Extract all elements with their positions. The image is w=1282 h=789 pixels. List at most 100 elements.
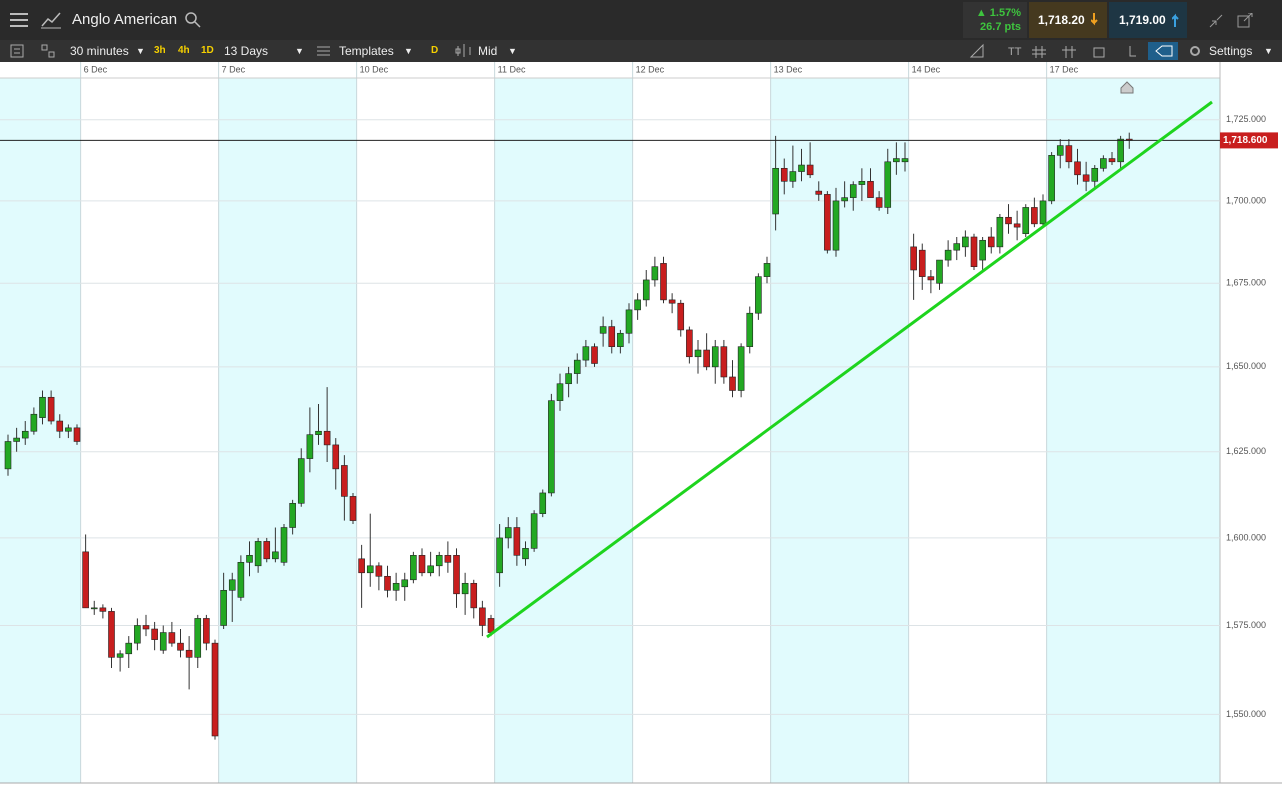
x-tick-label: 14 Dec [912,64,941,74]
instrument-name: Anglo American [72,11,178,28]
candle-body [979,239,986,261]
candle-body [875,197,883,208]
candle-body [608,326,616,347]
candle-body [384,575,391,591]
toolbar: 30 minutes ▼ 3h 4h 1D 13 Days ▼ Template… [0,40,1282,62]
candle-body [677,302,685,331]
candle-body [789,171,797,182]
settings[interactable]: Settings [1209,44,1253,58]
menu-icon[interactable] [10,12,30,28]
candle-body [263,541,271,560]
quick-1d[interactable]: 1D [201,45,214,56]
candle-body [297,458,305,504]
candle-body [168,632,176,644]
candle-body [56,420,64,432]
interval[interactable]: 30 minutes [70,44,129,58]
candle-body [470,582,478,609]
d-button[interactable]: D [431,45,439,56]
candle-body [867,181,874,198]
candle-body [108,611,115,658]
quick-4h[interactable]: 4h [178,45,190,56]
candle-body [177,642,184,651]
candle-body [410,555,417,581]
candle-body [927,276,935,281]
price-type[interactable]: Mid [478,44,498,58]
y-tick-label: 1,600.000 [1226,532,1266,542]
candle-body [1082,174,1090,182]
candle-body [203,618,210,644]
last-price-box [1220,132,1278,149]
toolbar-icons[interactable] [10,44,70,58]
candle-body [565,373,572,385]
candle-body [651,266,659,281]
candle-body [539,492,547,514]
candle-body [686,329,693,358]
buy-button[interactable]: 1,719.00 [1109,2,1187,38]
candle-body [487,618,495,633]
trend-line [486,100,1213,639]
candle-body [1031,207,1038,225]
candle-body [513,527,521,556]
x-tick-label: 17 Dec [1050,64,1079,74]
candle-body [668,299,676,304]
candle-body [435,555,443,567]
candle-body [573,359,581,374]
candle-body [116,653,124,658]
candle-body [228,579,236,591]
candle-body [755,276,762,314]
candle-body [780,167,788,182]
window-icons[interactable] [1208,13,1272,29]
candle-body [1100,158,1107,169]
candle-body [13,437,20,442]
candle-body [1013,223,1021,228]
candle-body [341,465,348,497]
y-tick-label: 1,550.000 [1226,709,1266,719]
candle-icon [455,44,471,57]
candle-body [375,565,383,577]
date-strip [0,62,1220,78]
candle-body [729,376,736,391]
candle-body [142,625,150,630]
candle-body [815,190,823,195]
settings-icon [1190,46,1200,56]
candle-body [918,249,926,277]
sell-button[interactable]: 1,718.20 [1029,2,1107,38]
templates[interactable]: Templates [339,44,394,58]
x-tick-label: 11 Dec [498,64,526,74]
y-tick-label: 1,675.000 [1226,278,1266,288]
candle-body [280,527,288,563]
candle-body [987,236,995,248]
candle-body [1022,207,1030,234]
candle-body [522,548,529,560]
candle-body [1048,155,1055,202]
candle-body [1065,145,1073,163]
range[interactable]: 13 Days [224,44,269,58]
candle-body [349,496,357,521]
candle-body [617,332,624,347]
candle-body [746,312,754,347]
candle-body [660,263,667,301]
candle-body [737,346,745,391]
candle-body [548,400,555,494]
chart-icon[interactable] [40,10,62,30]
candle-body [4,441,12,470]
sell-arrow [1091,13,1098,26]
search-icon[interactable] [185,12,201,28]
chart: 6 Dec 7 Dec 10 Dec 11 Dec 12 Dec 13 Dec 14 Dec… [0,62,1282,784]
candle-body [996,216,1004,248]
session-shade [218,78,357,783]
candle-body [151,628,158,640]
candle-body [1005,216,1012,225]
candle-body [323,430,331,446]
candle-body [65,427,72,432]
candle-body [272,551,279,560]
candle-body [194,618,202,658]
header-bar: Anglo American ▲ 1.57% 26.7 pts 1,718.20… [0,0,1282,40]
candle-body [694,349,702,358]
current-marker [1120,81,1134,94]
candle-body [125,642,133,655]
buy-arrow [1172,13,1179,27]
candle-body [237,562,245,598]
quick-3h[interactable]: 3h [154,45,166,56]
drawing-tools[interactable]: TT [968,42,1180,60]
